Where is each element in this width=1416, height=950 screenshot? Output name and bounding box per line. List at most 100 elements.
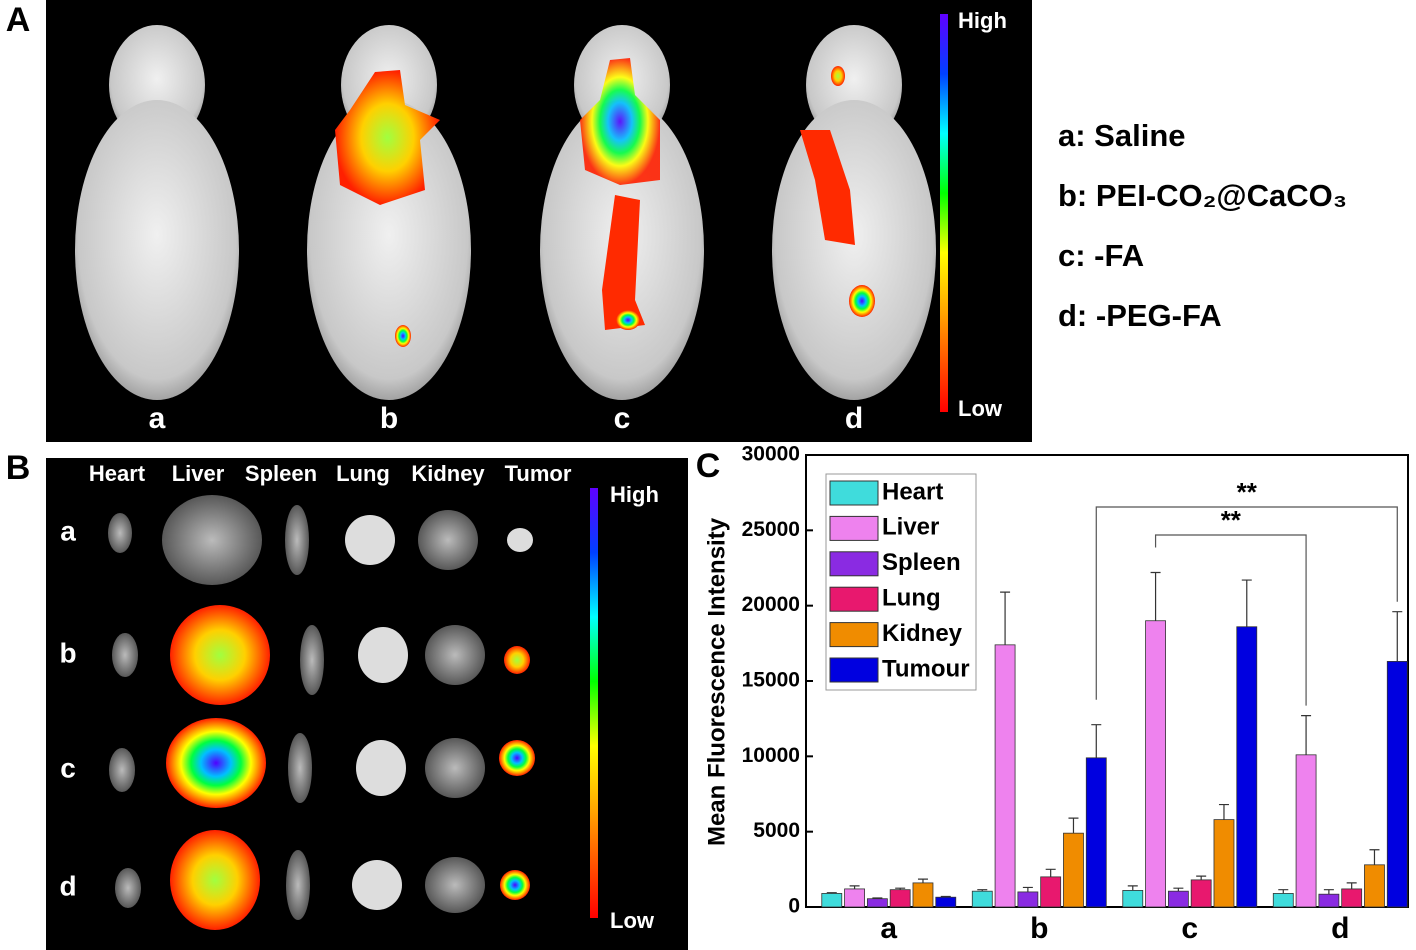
legend-label: Spleen [882, 549, 961, 576]
mouse [772, 25, 936, 400]
panel-label: C [696, 447, 721, 485]
error-bar [1241, 579, 1252, 627]
color-scale [590, 488, 598, 918]
mouse-label: a [149, 402, 166, 435]
y-tick-label: 25000 [742, 518, 800, 541]
color-scale [940, 14, 948, 412]
bar [1341, 888, 1363, 908]
bar [1040, 876, 1062, 908]
error-bar [872, 897, 883, 899]
row-label: a [60, 515, 76, 546]
error-bar [1218, 803, 1229, 820]
mouse-label: c [614, 402, 631, 435]
error-bar [1346, 882, 1357, 889]
mouse-label: b [380, 402, 398, 435]
bar [866, 898, 888, 908]
significance-bracket [1154, 534, 1307, 706]
error-bar [1000, 591, 1011, 645]
x-tick-label: b [1030, 912, 1048, 945]
legend-label: Lung [882, 585, 941, 612]
legend-swatch [829, 586, 879, 612]
error-bar [1278, 889, 1289, 894]
organ-label: Tumor [505, 461, 572, 486]
legend-label: Tumour [882, 655, 970, 682]
significance-bracket [1095, 506, 1398, 700]
legend-entry: b: PEI-CO₂@CaCO₃ [1058, 178, 1347, 213]
bar [1167, 890, 1189, 908]
y-axis-label: Mean Fluorescence Intensity [703, 517, 730, 846]
legend-swatch [829, 480, 879, 506]
bar [935, 896, 957, 908]
y-tick-label: 30000 [742, 443, 800, 466]
scale-high: High [958, 8, 1007, 33]
organ-label: Lung [336, 461, 390, 486]
bar [1272, 893, 1294, 908]
error-bar [826, 892, 837, 894]
error-bar [917, 878, 928, 883]
error-bar [1301, 715, 1312, 755]
error-bar [895, 887, 906, 890]
panel-a: A [6, 0, 1032, 442]
y-tick-label: 10000 [742, 744, 800, 767]
bar [994, 644, 1016, 908]
scale-low: Low [958, 396, 1003, 421]
row-label: d [59, 870, 76, 901]
organs [108, 495, 535, 930]
error-bar [1022, 886, 1033, 892]
legend-label: Kidney [882, 620, 963, 647]
bar [821, 893, 843, 908]
row-label: c [60, 752, 76, 783]
mouse [75, 25, 239, 400]
organ-label: Heart [89, 461, 146, 486]
y-tick-label: 0 [788, 895, 800, 918]
bar [1318, 893, 1340, 908]
legend-swatch [829, 622, 879, 648]
error-bar [1127, 885, 1138, 891]
bar [889, 889, 911, 908]
mice [75, 25, 936, 400]
error-bar [849, 885, 860, 889]
mouse [540, 25, 704, 400]
error-bar [1323, 889, 1334, 895]
bar [1295, 754, 1317, 908]
legend-entry: d: -PEG-FA [1058, 298, 1222, 333]
legend-entry: a: Saline [1058, 118, 1186, 153]
organ-label: Kidney [411, 461, 485, 486]
bar [1190, 879, 1212, 908]
error-bar [1196, 875, 1207, 880]
panel-b: B [6, 449, 688, 950]
error-bar [1392, 611, 1403, 662]
y-tick-label: 15000 [742, 669, 800, 692]
legend-swatch [829, 551, 879, 577]
organ-label: Spleen [245, 461, 317, 486]
bar [1085, 757, 1107, 908]
panel-label: A [6, 1, 31, 39]
mouse-label: d [845, 402, 863, 435]
legend-frame [825, 473, 977, 691]
significance-label: ** [1237, 477, 1258, 507]
y-tick-label: 20000 [742, 593, 800, 616]
legend-entry: c: -FA [1058, 238, 1144, 273]
bar [1017, 891, 1039, 908]
scale-low: Low [610, 908, 655, 933]
legend-swatch [829, 657, 879, 683]
error-bar [1173, 887, 1184, 892]
legend-label: Liver [882, 514, 939, 541]
bar [1236, 626, 1258, 908]
error-bar [940, 895, 951, 898]
y-tick-label: 5000 [753, 819, 800, 842]
error-bar [1068, 817, 1079, 834]
x-tick-label: d [1331, 912, 1349, 945]
x-tick-label: c [1181, 912, 1198, 945]
organ-label: Liver [172, 461, 225, 486]
mouse [307, 25, 471, 400]
bar [1145, 620, 1166, 908]
bar [1063, 832, 1084, 908]
legend-swatch [829, 515, 879, 541]
bar [1213, 819, 1235, 908]
error-bar [1369, 849, 1380, 865]
error-bar [1091, 724, 1102, 758]
bar [1122, 890, 1144, 908]
x-tick-label: a [880, 912, 897, 945]
